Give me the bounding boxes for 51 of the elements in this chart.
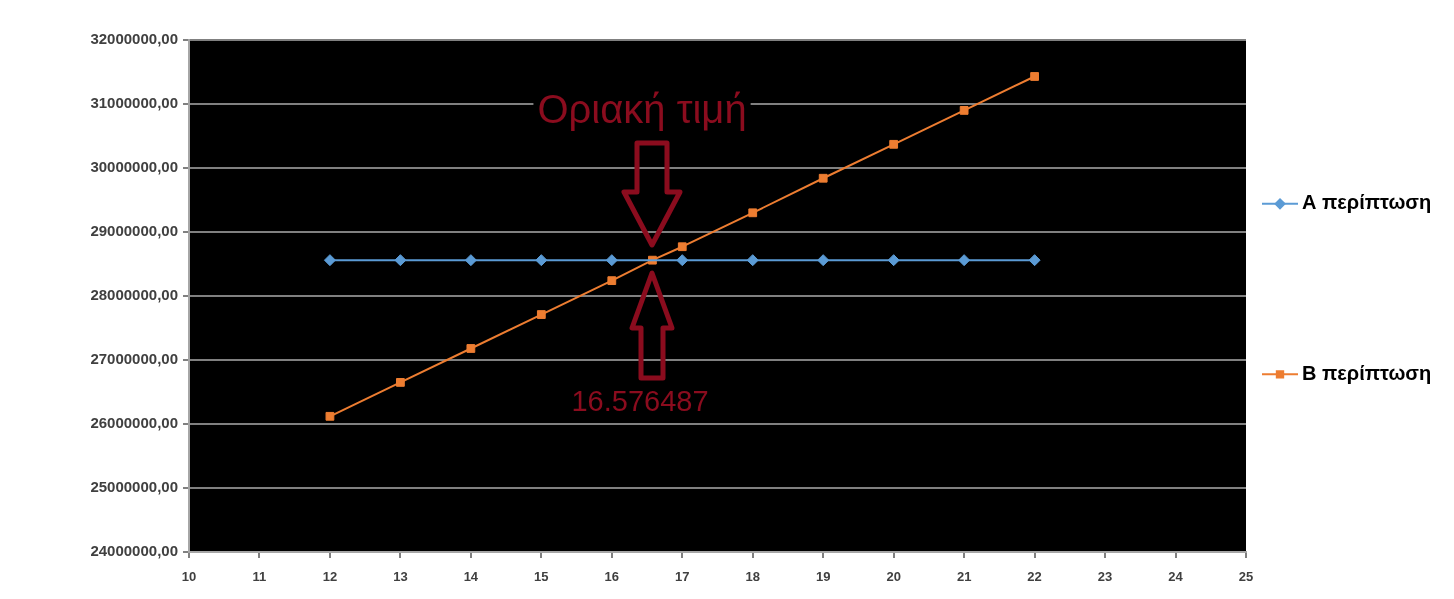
y-tick-label: 27000000,00 (90, 350, 178, 368)
point (676, 254, 689, 267)
point (396, 378, 405, 387)
point (959, 106, 969, 115)
x-tick-label: 10 (181, 569, 197, 585)
x-tick-label: 16 (604, 569, 620, 585)
y-tick-label: 29000000,00 (90, 222, 178, 240)
x-tick-label: 13 (393, 569, 408, 585)
point (748, 208, 758, 218)
x-tick-label: 14 (463, 569, 479, 585)
point (325, 411, 335, 421)
y-tick-label: 32000000,00 (90, 30, 178, 48)
point (605, 254, 618, 267)
y-tick-label: 31000000,00 (90, 94, 178, 112)
y-tick-label: 24000000,00 (90, 542, 178, 560)
y-tick-label: 30000000,00 (90, 158, 178, 176)
y-tick-label: 25000000,00 (90, 478, 178, 496)
point (746, 254, 759, 267)
x-tick-label: 18 (745, 569, 760, 585)
x-tick-label: 20 (886, 569, 901, 585)
x-tick-label: 12 (322, 569, 338, 585)
y-tick-label: 28000000,00 (90, 286, 178, 304)
legend-label: Α περίπτωση (1302, 191, 1432, 214)
x-tick-label: 19 (815, 569, 831, 585)
point (887, 254, 900, 267)
x-tick-label: 17 (675, 569, 690, 585)
point (536, 310, 546, 319)
x-tick-label: 22 (1027, 569, 1042, 585)
point (607, 276, 617, 286)
point (818, 173, 828, 183)
x-tick-label: 11 (252, 569, 267, 585)
annotation: 16.576487 (571, 385, 709, 418)
point (535, 254, 548, 267)
point (817, 254, 830, 267)
x-tick-label: 21 (956, 569, 972, 585)
point (677, 242, 687, 252)
point (958, 254, 971, 267)
point (466, 344, 476, 353)
x-tick-label: 24 (1168, 569, 1184, 585)
legend-label: Β περίπτωση (1302, 361, 1432, 384)
x-tick-label: 23 (1097, 569, 1113, 585)
x-tick-label: 25 (1238, 569, 1254, 585)
annotation: Οριακή τιμή (537, 87, 747, 132)
point (1028, 254, 1041, 267)
point (889, 139, 899, 149)
y-tick-label: 26000000,00 (90, 414, 178, 432)
point (464, 254, 477, 267)
x-tick-label: 15 (534, 569, 549, 585)
point (323, 254, 336, 267)
point (394, 254, 407, 267)
point (1030, 72, 1039, 81)
